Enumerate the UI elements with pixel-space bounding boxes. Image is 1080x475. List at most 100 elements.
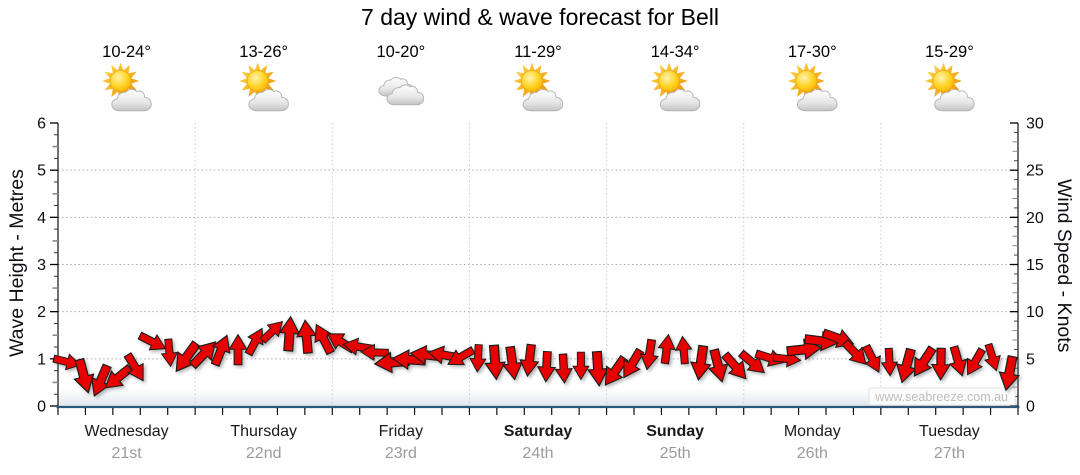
wind-arrow [278,315,301,352]
wind-arrow [737,349,765,374]
wind-arrow [73,357,95,394]
wind-arrow [657,333,676,365]
wind-arrow [175,340,201,373]
left-axis-tick-label: 1 [37,351,46,368]
day-name-label: Monday [784,423,841,440]
day-date-label: 26th [797,445,828,462]
wind-arrow-series [52,315,1021,398]
day-name-label: Wednesday [84,423,168,440]
sun-cloud-icon [102,62,152,112]
day-date-label: 21st [111,445,142,462]
wind-arrow [841,339,867,365]
x-axis-labels: 10-24° Wednesday 21st 13-26° Thursday 22nd 10-… [84,43,979,462]
right-axis-tick-label: 0 [1026,399,1035,416]
sun-disc [246,70,269,92]
day-date-label: 24th [522,445,553,462]
wind-arrow [554,353,573,384]
wind-arrow [52,353,82,371]
wind-arrow [930,347,952,382]
temp-range-label: 13-26° [239,43,288,61]
temp-range-label: 10-20° [376,43,425,61]
wind-arrow [536,350,557,383]
wind-arrow [707,348,729,383]
wind-arrow [447,346,476,366]
right-axis-tick-label: 5 [1026,351,1035,368]
wind-arrow [895,347,918,384]
day-name-label: Sunday [646,423,704,440]
right-axis-tick-label: 25 [1026,163,1044,180]
sun-cloud-icon [513,62,564,112]
sun-cloud-icon [787,62,838,112]
temp-range-label: 17-30° [788,43,837,61]
left-axis-tick-label: 5 [37,163,46,180]
day-name-label: Friday [379,423,423,440]
wind-arrow [948,345,968,377]
temp-range-label: 14-34° [651,43,700,61]
weather-icons [102,62,975,112]
sun-cloud-icon [650,62,701,112]
right-axis-tick-label: 15 [1026,257,1044,274]
wind-arrow [123,352,144,382]
wind-arrow [862,343,881,373]
sun-disc [521,70,543,92]
watermark-box: www.seabreeze.com.au [868,387,1016,406]
wind-arrow [519,343,540,378]
left-axis-tick-label: 2 [37,304,46,321]
wind-arrow [188,341,217,370]
sun-disc [658,70,680,92]
day-date-label: 23rd [385,445,417,462]
wind-arrow [572,351,590,381]
day-name-label: Thursday [230,423,297,440]
left-axis-tick-label: 3 [37,257,46,274]
sun-cloud-icon [924,62,975,112]
watermark: www.seabreeze.com.au [874,390,1008,404]
wind-arrow [228,333,248,366]
wind-arrow [314,323,336,356]
right-axis-tick-label: 30 [1026,116,1044,133]
wind-arrow [674,335,693,365]
sun-cloud-icon [239,62,289,112]
day-date-label: 27th [934,445,965,462]
wind-arrow [966,347,986,376]
chart-title: 7 day wind & wave forecast for Bell [361,4,719,30]
cloud-shape [934,89,975,112]
cloud-shape [659,89,701,112]
day-date-label: 25th [660,445,691,462]
wind-arrow [259,320,284,344]
temp-range-label: 15-29° [925,43,974,61]
wind-arrow [137,331,167,351]
wind-arrow [998,355,1021,392]
wind-arrow [210,334,231,367]
wind-arrow [623,347,645,379]
wind-arrow [360,343,389,362]
sun-disc [932,70,955,92]
wind-arrow [639,338,659,371]
temp-range-label: 11-29° [514,43,562,61]
axes: 0 1 2 3 4 5 6 0 5 10 15 20 25 30 [37,116,1044,416]
wind-arrow [913,345,937,377]
cloud-shape [248,89,289,112]
day-name-label: Tuesday [919,423,980,440]
wind-arrow [984,342,1001,372]
cloud-shape [522,89,564,112]
cloud-shape [796,89,838,112]
sun-disc [795,70,818,92]
wind-arrow [104,364,134,389]
right-axis-tick-label: 10 [1026,304,1044,321]
wind-arrow [484,344,507,381]
wind-arrow [604,354,629,386]
left-axis-tick-label: 6 [37,116,46,133]
left-axis-tick-label: 4 [37,210,46,227]
wind-arrow [754,349,785,367]
wind-arrow [587,350,609,387]
day-date-label: 22nd [246,445,282,462]
wind-arrow [90,363,112,398]
wind-arrow [501,345,523,381]
right-axis-tick-label: 20 [1026,210,1044,227]
wind-arrow [469,344,487,373]
cloud-shape [386,84,425,106]
plot-bottom-fade [58,388,1018,406]
left-axis-tick-label: 0 [37,399,46,416]
